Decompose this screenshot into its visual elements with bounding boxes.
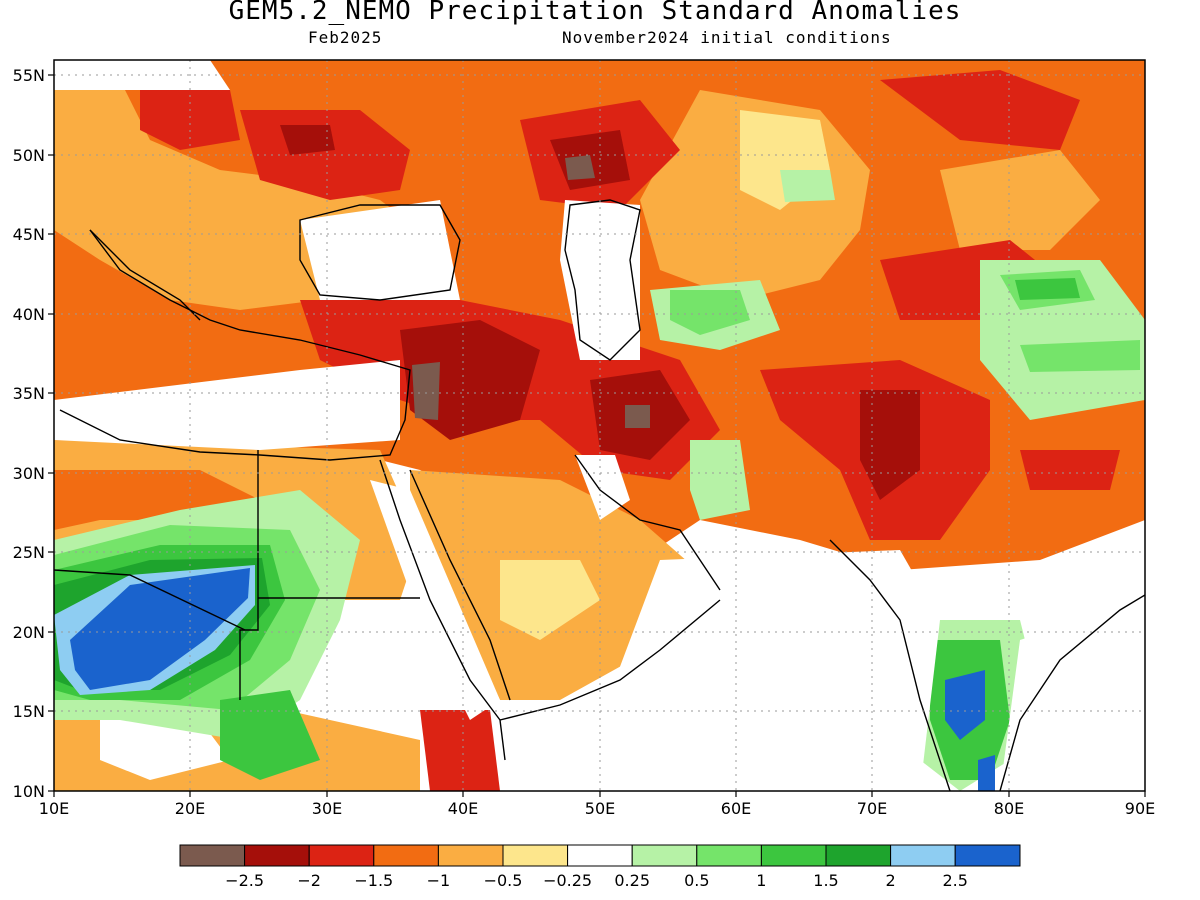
lon-label: 60E	[721, 799, 751, 818]
colorbar-label: −0.5	[484, 871, 523, 890]
lon-label: 10E	[39, 799, 69, 818]
colorbar-label: −1	[427, 871, 451, 890]
coastline-blacksea	[299, 204, 461, 301]
colorbar-swatch	[890, 844, 956, 867]
anomaly-region-white-gulf	[575, 455, 630, 520]
anomaly-region-brown-caspian	[565, 155, 595, 180]
coastlines	[54, 199, 1145, 791]
lon-label: 50E	[585, 799, 615, 818]
coastline-mediterranean	[59, 229, 411, 461]
coastline-redsea-west	[379, 459, 506, 761]
lat-label: 45N	[13, 225, 45, 244]
anomaly-region-red-russia	[880, 70, 1080, 150]
anomaly-region-white-sahel	[100, 720, 230, 780]
lat-label: 15N	[13, 702, 45, 721]
anomaly-region-yellow-arabia	[500, 560, 600, 640]
anomaly-region-medgreen-china	[1015, 278, 1080, 300]
colorbar-label: 1.5	[813, 871, 838, 890]
colorbar-label: 1	[756, 871, 766, 890]
lat-label: 25N	[13, 543, 45, 562]
lon-label: 30E	[312, 799, 342, 818]
colorbar-swatch	[373, 844, 439, 867]
anomaly-region-green-tibet	[1020, 340, 1140, 372]
lat-label: 55N	[13, 66, 45, 85]
anomaly-region-green-uzbek	[670, 290, 750, 335]
colorbar-swatch	[437, 844, 504, 867]
colorbar-label: 2.5	[942, 871, 967, 890]
anomaly-region-red-tibet	[1020, 450, 1120, 490]
anomaly-region-white-bayofbengal	[1000, 600, 1145, 791]
latitude-labels: 10N 15N 20N 25N 30N 35N 40N 45N 50N 55N	[13, 66, 45, 801]
colorbar-swatch	[308, 844, 375, 867]
colorbar-swatch	[244, 844, 310, 867]
colorbar-swatch	[502, 844, 569, 867]
lon-label: 40E	[448, 799, 478, 818]
coastline-redsea-east	[409, 469, 511, 701]
coastline-gulf	[574, 454, 721, 591]
border-sudan-libya	[239, 450, 259, 700]
lat-label: 50N	[13, 146, 45, 165]
colorbar-swatch	[179, 844, 246, 867]
anomaly-region-brown-levant	[412, 362, 440, 420]
anomaly-region-white-redsea	[370, 480, 500, 720]
colorbar-label: −2.5	[225, 871, 264, 890]
colorbar-labels: −2.5 −2 −1.5 −1 −0.5 −0.25 0.25 0.5 1 1.…	[225, 871, 968, 890]
lat-label: 35N	[13, 384, 45, 403]
map-title: GEM5.2_NEMO Precipitation Standard Anoma…	[228, 0, 962, 26]
anomaly-region-blue-india	[945, 670, 985, 740]
longitude-labels: 10E 20E 30E 40E 50E 60E 70E 80E 90E	[39, 799, 1155, 818]
anomaly-region-lightgreen-kazakh	[780, 170, 835, 202]
anomaly-region-white-caspian	[560, 200, 640, 360]
anomaly-region-red-ethiopia	[420, 710, 500, 791]
anomaly-region-red-europe-west	[140, 90, 240, 150]
anomaly-region-lightgreen-iran	[690, 440, 750, 520]
anomaly-region-blue-india-south	[978, 755, 995, 791]
anomaly-region-blue-africa	[70, 568, 250, 690]
colorbar-swatch	[696, 844, 762, 867]
target-month: Feb2025	[308, 28, 383, 47]
lon-label: 20E	[175, 799, 205, 818]
tick-marks	[48, 74, 1146, 797]
lat-label: 10N	[13, 782, 45, 801]
lon-label: 70E	[857, 799, 887, 818]
anomaly-region-green-sudan	[220, 690, 320, 780]
initial-conditions: November2024 initial conditions	[562, 28, 892, 47]
colorbar-label: 0.5	[684, 871, 709, 890]
anomaly-region-lightorange-east	[940, 150, 1100, 250]
anomaly-region-white-blacksea	[300, 200, 460, 300]
lat-label: 40N	[13, 305, 45, 324]
coastline-italy	[89, 229, 201, 321]
colorbar-swatch	[954, 844, 1021, 867]
anomaly-region-white-baltic	[54, 60, 230, 90]
coastline-india-east	[999, 594, 1145, 791]
anomaly-region-brown-iran	[625, 405, 650, 428]
lat-label: 20N	[13, 623, 45, 642]
colorbar-swatch	[567, 844, 633, 867]
colorbar	[179, 844, 1021, 867]
colorbar-label: −1.5	[354, 871, 393, 890]
coastline-india-west	[829, 539, 951, 791]
colorbar-swatch	[760, 844, 827, 867]
colorbar-label: −0.25	[543, 871, 592, 890]
lon-label: 90E	[1125, 799, 1155, 818]
anomaly-field	[54, 60, 1145, 791]
anomaly-region-white-arabiansea	[600, 550, 940, 791]
coastline-arabia-south	[499, 599, 721, 721]
anomaly-region-white-mediterranean	[54, 360, 400, 450]
colorbar-label: −2	[297, 871, 321, 890]
coastline-caspian	[564, 199, 641, 361]
colorbar-label: 0.25	[614, 871, 650, 890]
lon-label: 80E	[994, 799, 1024, 818]
border-chad	[54, 569, 246, 631]
colorbar-swatch	[825, 844, 892, 867]
colorbar-swatch	[631, 844, 698, 867]
lat-label: 30N	[13, 464, 45, 483]
colorbar-label: 2	[886, 871, 896, 890]
anomaly-region-darkred-poland	[280, 125, 335, 155]
grid-lines	[54, 60, 1145, 791]
